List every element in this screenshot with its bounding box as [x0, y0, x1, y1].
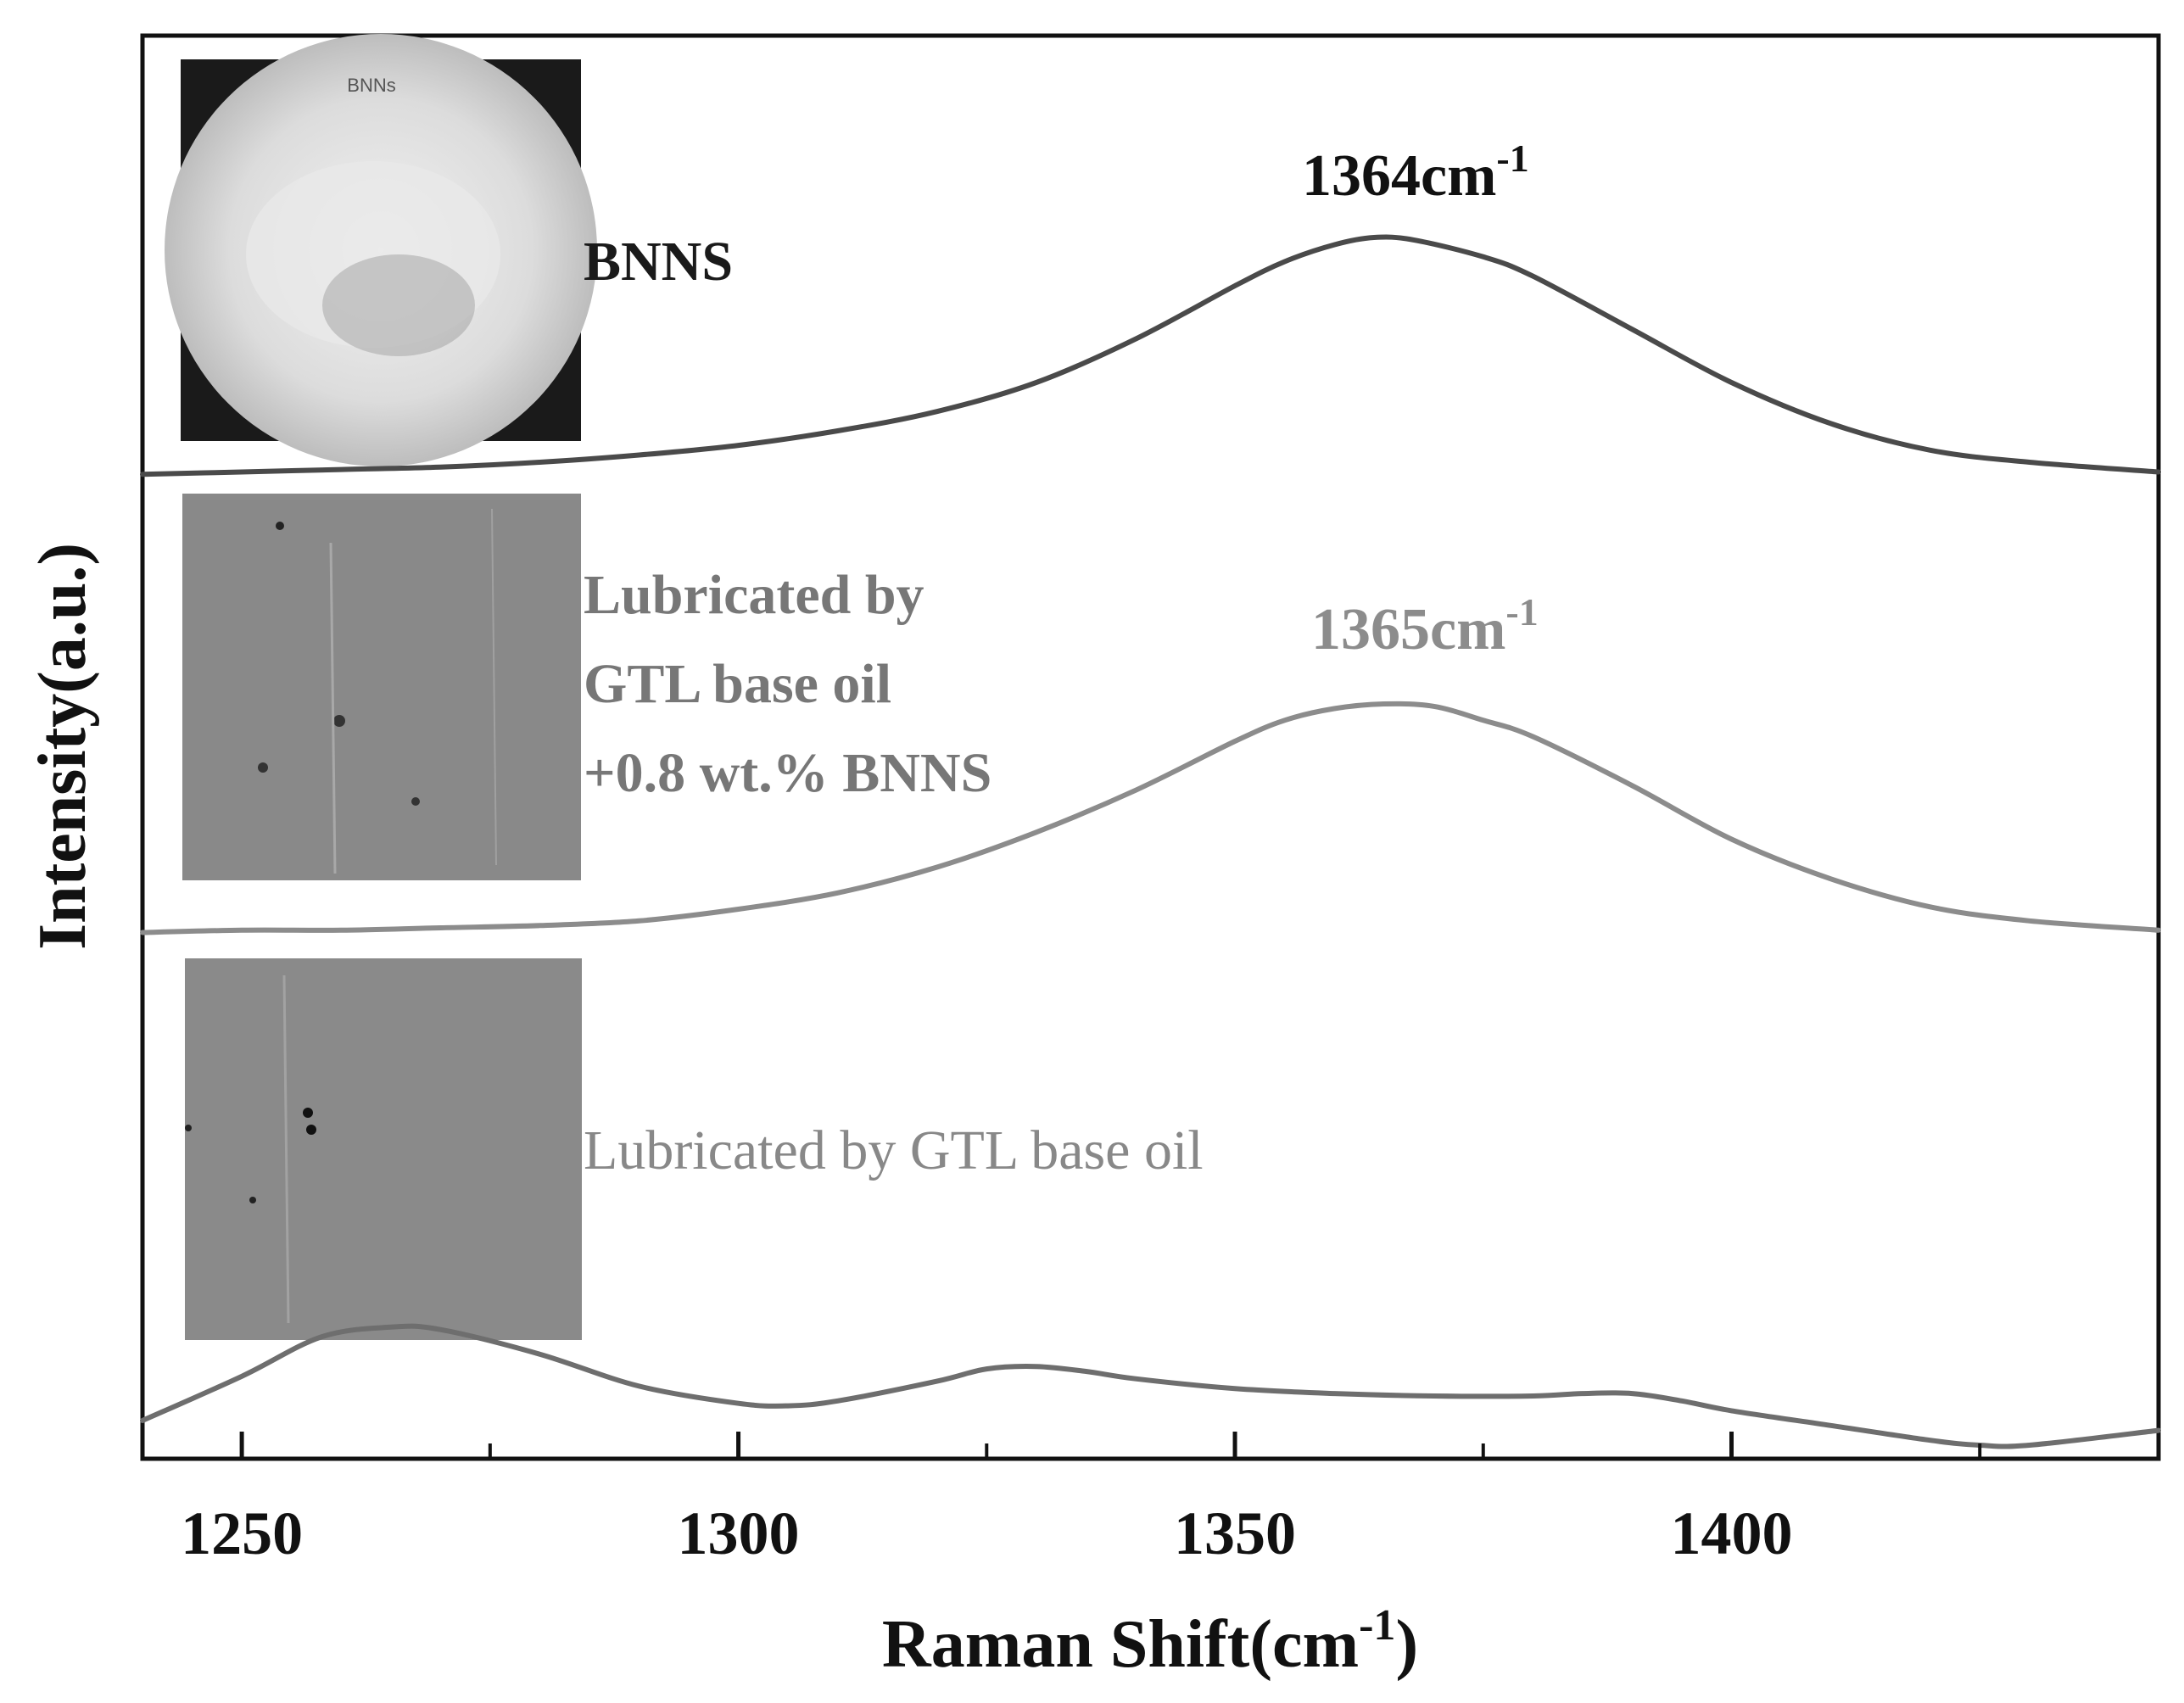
- series-label-gtl-bnns-line-1: Lubricated by: [584, 564, 924, 626]
- series-label-gtl-bnns-line-3: +0.8 wt.% BNNS: [584, 742, 991, 804]
- x-axis-label-text: Raman Shift(cm: [882, 1607, 1359, 1682]
- inset-wear-scar-photo-2: [185, 958, 582, 1340]
- series-line-gtl-bnns: [140, 701, 2161, 935]
- plot-frame: [140, 33, 2161, 1461]
- peak-label-gtl-bnns: 1365cm-1: [1311, 590, 1539, 662]
- peak-label-bnns-value: 1364cm: [1302, 143, 1496, 209]
- series-label-bnns: BNNS: [584, 231, 733, 293]
- inset-wear-scar-photo-1: [182, 494, 581, 880]
- inset-bnns-text: BNNs: [347, 75, 395, 96]
- x-axis-ticks: 1250 1300 1350 1400: [181, 1432, 1982, 1567]
- peak-label-bnns-sup: -1: [1496, 137, 1528, 180]
- x-tick-label-1300: 1300: [678, 1499, 800, 1567]
- series-line-gtl: [140, 1323, 2161, 1449]
- x-tick-label-1400: 1400: [1670, 1499, 1792, 1567]
- x-axis-label-sup: -1: [1359, 1601, 1395, 1650]
- x-axis-label: Raman Shift(cm-1): [882, 1601, 1418, 1682]
- peak-label-gtl-bnns-sup: -1: [1505, 590, 1538, 634]
- peak-label-gtl-bnns-value: 1365cm: [1311, 597, 1505, 662]
- series-label-gtl-bnns-line-2: GTL base oil: [584, 653, 891, 715]
- series-label-gtl: Lubricated by GTL base oil: [584, 1120, 1204, 1181]
- y-axis-label: Intensity(a.u.): [25, 543, 100, 950]
- peak-label-bnns: 1364cm-1: [1302, 137, 1529, 209]
- series-label-gtl-bnns: Lubricated by GTL base oil +0.8 wt.% BNN…: [584, 564, 991, 804]
- x-axis-label-suffix: ): [1395, 1607, 1418, 1682]
- inset-bnns-photo: BNNs: [165, 34, 597, 466]
- x-tick-label-1350: 1350: [1174, 1499, 1296, 1567]
- series-line-bnns: [140, 234, 2161, 477]
- x-tick-label-1250: 1250: [181, 1499, 303, 1567]
